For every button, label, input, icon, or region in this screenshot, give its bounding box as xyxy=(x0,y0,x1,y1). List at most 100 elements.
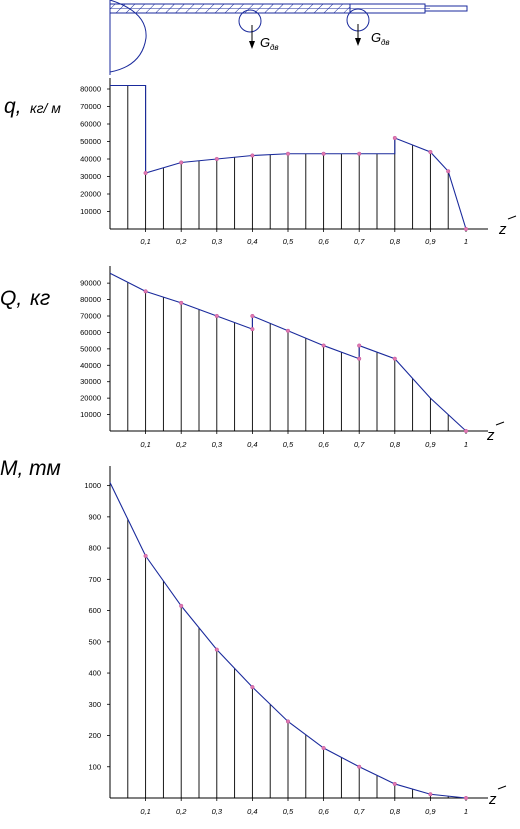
chart-M-y-tick-label: 200 xyxy=(88,731,101,740)
chart-Q-x-tick-label: 0,5 xyxy=(283,440,294,449)
chart-q-y-tick-label: 20000 xyxy=(80,190,101,199)
chart-M-point xyxy=(285,719,291,724)
engine-1-arrow-head xyxy=(249,41,255,49)
chart-q-x-tick-label: 0,7 xyxy=(354,237,365,246)
chart-Q-y-tick-label: 90000 xyxy=(80,279,101,288)
chart-M-x-tick-label: 0,5 xyxy=(283,807,294,816)
chart-q-point xyxy=(357,151,362,156)
chart-q-z-bar xyxy=(507,215,517,220)
chart-q-x-tick-label: 0,5 xyxy=(283,237,294,246)
chart-q-point xyxy=(463,226,469,232)
chart-M-point xyxy=(179,603,184,608)
chart-M-point xyxy=(357,764,362,769)
chart-q-point xyxy=(250,153,255,158)
chart-q-x-tick-label: 0,8 xyxy=(390,237,401,246)
chart-Q-y-tick-label: 50000 xyxy=(80,344,101,353)
chart-Q-point xyxy=(321,343,326,348)
chart-M-point xyxy=(143,553,148,558)
chart-q-curve xyxy=(110,84,467,230)
chart-Q-point xyxy=(179,300,184,305)
chart-q-x-tick-label: 1 xyxy=(464,237,468,246)
chart-q-unit: кг/ м xyxy=(30,100,61,116)
chart-q-x-label: z xyxy=(498,221,507,238)
chart-M-x-tick-label: 0,6 xyxy=(318,807,329,816)
chart-M-point xyxy=(428,792,433,797)
chart-Q-x-tick-label: 0,6 xyxy=(318,440,329,449)
chart-M-x-tick-label: 0,1 xyxy=(140,807,150,816)
chart-q-x-tick-label: 0,3 xyxy=(212,237,223,246)
chart-q-x-tick-label: 0,6 xyxy=(318,237,329,246)
chart-M-point xyxy=(321,745,326,751)
chart-Q-point xyxy=(250,327,255,332)
chart-Q-point xyxy=(214,313,219,319)
chart-M-x-tick-label: 0,7 xyxy=(354,807,365,816)
chart-Q-point xyxy=(357,356,362,361)
chart-M-x-tick-label: 0,4 xyxy=(247,807,257,816)
chart-q-y-tick-label: 60000 xyxy=(80,120,101,129)
chart-M-x-tick-label: 0,9 xyxy=(425,807,436,816)
chart-M-x-label: z xyxy=(488,791,497,808)
chart-Q-point xyxy=(250,313,255,319)
chart-M-y-tick-label: 100 xyxy=(88,762,101,771)
chart-M-y-tick-label: 400 xyxy=(88,669,101,678)
chart-shear-force: Q, кг z 10000 20000 30000 40000 50000 60000 70… xyxy=(0,266,505,449)
chart-Q-z-bar xyxy=(495,421,505,426)
chart-q-point xyxy=(285,151,291,156)
chart-Q-x-tick-label: 0,3 xyxy=(212,440,223,449)
chart-Q-y-tick-label: 40000 xyxy=(80,361,101,370)
chart-q-point xyxy=(321,151,326,156)
chart-q-x-tick-label: 0,9 xyxy=(425,237,436,246)
engine-2-load-label: G xyxy=(371,30,381,45)
chart-Q-y-tick-label: 60000 xyxy=(80,328,101,337)
chart-bending-moment: M, тм z 100 200 300 400 500 600 700 800 900 1000 0… xyxy=(0,457,507,816)
chart-q-title: q, xyxy=(4,95,22,118)
chart-q-y-tick-label: 70000 xyxy=(80,102,101,111)
chart-Q-point xyxy=(285,328,291,333)
chart-M-point xyxy=(463,795,469,801)
chart-Q-y-tick-label: 20000 xyxy=(80,394,101,403)
chart-M-y-tick-label: 800 xyxy=(88,544,101,553)
engine-2-load-sub: дв xyxy=(381,38,390,47)
chart-Q-point xyxy=(357,343,362,348)
chart-Q-x-tick-label: 1 xyxy=(464,440,468,449)
chart-Q-x-tick-label: 0,4 xyxy=(247,440,257,449)
chart-M-x-tick-label: 0,2 xyxy=(176,807,187,816)
chart-M-y-tick-label: 1000 xyxy=(84,481,101,490)
chart-q-y-tick-label: 40000 xyxy=(80,155,101,164)
chart-q-point xyxy=(446,169,451,174)
chart-M-x-tick-label: 1 xyxy=(464,807,468,816)
chart-q-x-tick-label: 0,4 xyxy=(247,237,257,246)
chart-M-point xyxy=(392,781,397,786)
chart-Q-y-tick-label: 70000 xyxy=(80,312,101,321)
chart-M-y-tick-label: 600 xyxy=(88,606,101,615)
engine-1-load-sub: дв xyxy=(270,43,279,52)
engine-1-circle xyxy=(238,9,262,33)
chart-distributed-load: q, кг/ м z 10000 20000 30000 40000 50000 6000… xyxy=(4,78,517,246)
chart-q-y-tick-label: 80000 xyxy=(80,85,101,94)
chart-q-point xyxy=(392,135,397,141)
chart-M-x-tick-label: 0,3 xyxy=(212,807,223,816)
chart-q-point xyxy=(143,170,148,176)
engine-2-arrow-head xyxy=(355,38,361,46)
chart-M-title: M, тм xyxy=(0,457,61,480)
wing-scheme: G дв G дв xyxy=(109,0,468,75)
chart-Q-y-tick-label: 80000 xyxy=(80,295,101,304)
beam-taper xyxy=(349,3,426,14)
chart-q-y-tick-label: 50000 xyxy=(80,137,101,146)
chart-q-point xyxy=(428,149,433,155)
chart-Q-point xyxy=(143,289,148,294)
chart-q-y-tick-label: 30000 xyxy=(80,172,101,181)
chart-Q-point xyxy=(392,356,397,361)
chart-q-x-tick-label: 0,1 xyxy=(140,237,150,246)
chart-q-y-tick-label: 10000 xyxy=(80,207,101,216)
chart-M-y-tick-label: 500 xyxy=(88,637,101,646)
chart-Q-x-tick-label: 0,7 xyxy=(354,440,365,449)
chart-q-point xyxy=(214,156,219,162)
chart-M-x-tick-label: 0,8 xyxy=(390,807,401,816)
chart-Q-y-tick-label: 30000 xyxy=(80,377,101,386)
chart-Q-title: Q, xyxy=(0,287,22,310)
chart-Q-unit: кг xyxy=(30,287,50,310)
chart-M-y-tick-label: 900 xyxy=(88,512,101,521)
chart-Q-x-tick-label: 0,9 xyxy=(425,440,436,449)
